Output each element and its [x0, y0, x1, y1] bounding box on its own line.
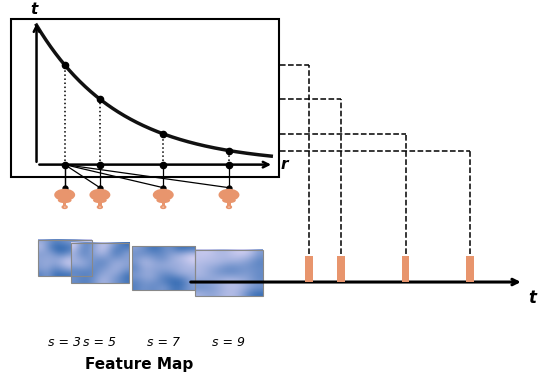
Bar [61, 197, 68, 200]
Bar [225, 197, 232, 200]
Text: Feature Map: Feature Map [85, 358, 193, 373]
Bar [160, 197, 167, 200]
Ellipse shape [222, 198, 236, 203]
Ellipse shape [97, 206, 102, 208]
Text: s = 9: s = 9 [213, 337, 245, 349]
Bar [96, 197, 103, 200]
Ellipse shape [58, 198, 72, 203]
Ellipse shape [89, 189, 110, 201]
Ellipse shape [93, 198, 107, 203]
Text: t: t [30, 2, 38, 17]
Ellipse shape [218, 189, 239, 201]
Text: r: r [281, 157, 288, 172]
Bar [38, 240, 91, 276]
Bar [70, 243, 129, 283]
Bar [132, 246, 195, 290]
Ellipse shape [161, 206, 166, 208]
Bar [161, 200, 165, 207]
Bar [337, 256, 345, 282]
Text: s = 3: s = 3 [48, 337, 81, 349]
Bar [402, 256, 409, 282]
Text: s = 5: s = 5 [83, 337, 116, 349]
Bar [98, 200, 102, 207]
Ellipse shape [153, 189, 174, 201]
Bar [305, 256, 313, 282]
Text: t: t [528, 289, 536, 307]
Ellipse shape [62, 206, 67, 208]
Text: s = 7: s = 7 [147, 337, 180, 349]
Ellipse shape [157, 198, 170, 203]
Bar [195, 250, 263, 296]
Bar [228, 200, 231, 207]
Bar [466, 256, 474, 282]
Ellipse shape [54, 189, 75, 201]
Ellipse shape [226, 206, 231, 208]
Bar [63, 200, 66, 207]
Bar [11, 18, 279, 177]
